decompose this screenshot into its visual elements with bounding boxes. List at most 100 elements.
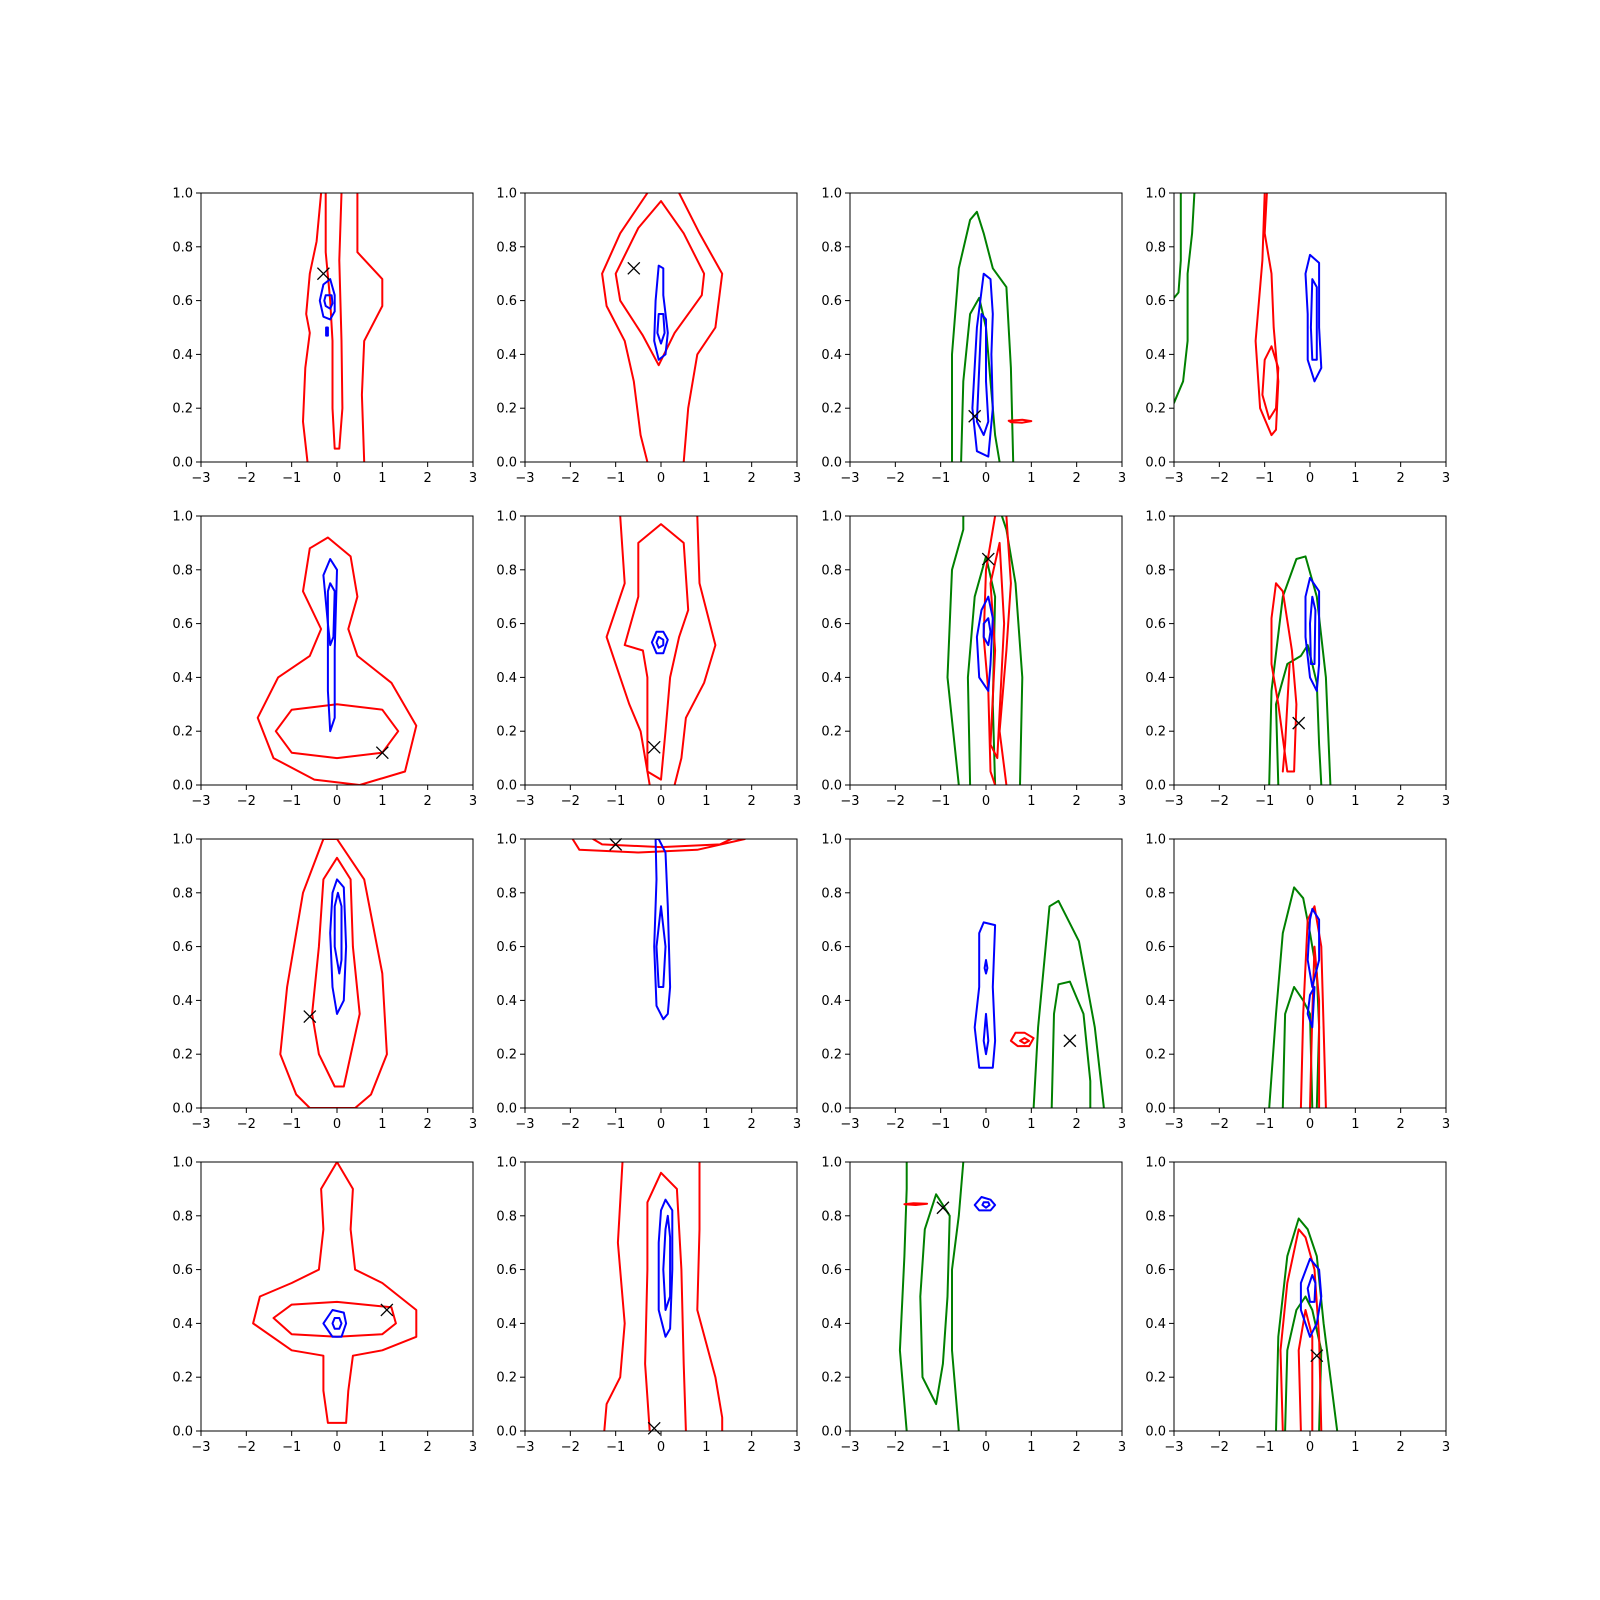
y-tick-label: 0.6 (1145, 294, 1166, 309)
green-contour-line (898, 1162, 908, 1431)
red-contour-line (1270, 582, 1298, 773)
x-tick-label: 0 (982, 471, 990, 486)
green-contour-line (960, 296, 1001, 462)
red-contour-line (1261, 345, 1280, 420)
x-tick-label: −1 (931, 794, 950, 809)
y-tick-label: 0.8 (172, 1209, 193, 1224)
x-tick-label: −1 (606, 471, 625, 486)
y-tick-label: 0.2 (496, 725, 517, 740)
y-tick-label: 0.8 (172, 563, 193, 578)
x-tick-label: 2 (748, 471, 756, 486)
y-tick-label: 0.2 (172, 725, 193, 740)
x-tick-label: −2 (886, 471, 905, 486)
blue-contour-line (657, 1198, 674, 1338)
y-tick-label: 0.2 (821, 1371, 842, 1386)
y-tick-label: 1.0 (496, 187, 517, 202)
blue-contour-line (1299, 1257, 1323, 1338)
contour-group (603, 1162, 724, 1431)
y-tick-label: 0.8 (821, 563, 842, 578)
blue-contour-line (1304, 253, 1323, 383)
x-tick-label: 1 (378, 471, 386, 486)
x-tick-label: −2 (237, 1117, 256, 1132)
x-marker (380, 1303, 394, 1317)
x-marker (375, 746, 389, 760)
x-tick-label: 3 (469, 794, 477, 809)
x-tick-label: −3 (840, 471, 859, 486)
y-tick-label: 0.0 (1145, 779, 1166, 794)
x-tick-label: 3 (793, 1117, 801, 1132)
contour-group (1268, 886, 1327, 1108)
red-contour-line (1281, 663, 1291, 773)
contour-group (951, 210, 1033, 462)
x-tick-label: −3 (1164, 1117, 1183, 1132)
x-tick-label: 1 (1027, 471, 1035, 486)
y-tick-label: 0.8 (496, 240, 517, 255)
blue-contour-line (975, 313, 990, 437)
blue-contour-line (983, 959, 989, 975)
blue-contour-line (323, 294, 334, 310)
y-tick-label: 0.0 (172, 456, 193, 471)
y-tick-label: 0.4 (821, 1317, 842, 1332)
x-tick-label: 3 (1118, 1117, 1126, 1132)
x-marker (609, 837, 623, 851)
y-tick-label: 0.4 (821, 994, 842, 1009)
y-tick-label: 0.0 (172, 1102, 193, 1117)
y-tick-label: 0.6 (172, 1263, 193, 1278)
y-tick-label: 0.8 (496, 886, 517, 901)
red-contour-line (356, 193, 384, 462)
y-tick-label: 0.6 (1145, 940, 1166, 955)
x-tick-label: −1 (606, 794, 625, 809)
blue-contour-line (326, 582, 336, 647)
x-tick-label: 1 (378, 794, 386, 809)
green-contour-line (1275, 1217, 1339, 1431)
x-tick-label: 1 (702, 794, 710, 809)
x-tick-label: 0 (333, 1440, 341, 1455)
y-tick-label: 0.0 (496, 1102, 517, 1117)
axes-frame (524, 838, 798, 1109)
red-contour-line (601, 193, 649, 462)
x-tick-label: −2 (1210, 794, 1229, 809)
x-tick-label: 2 (1397, 1117, 1405, 1132)
red-contour-line (605, 516, 651, 785)
x-tick-label: 3 (469, 1440, 477, 1455)
y-tick-label: 1.0 (821, 187, 842, 202)
red-contour-line (311, 856, 361, 1088)
x-tick-label: 0 (1306, 471, 1314, 486)
red-contour-line (571, 839, 746, 854)
y-tick-label: 0.8 (172, 886, 193, 901)
x-tick-label: −3 (840, 1440, 859, 1455)
red-contour-line (324, 193, 344, 450)
red-contour-line (252, 1162, 418, 1424)
x-tick-label: 2 (424, 471, 432, 486)
y-tick-label: 0.8 (821, 240, 842, 255)
x-tick-label: 0 (1306, 1117, 1314, 1132)
red-contour-line (603, 1162, 626, 1431)
y-tick-label: 0.4 (1145, 994, 1166, 1009)
x-tick-label: 1 (1351, 794, 1359, 809)
x-marker (647, 1421, 661, 1435)
x-marker (1292, 716, 1306, 730)
x-tick-label: 0 (333, 794, 341, 809)
x-tick-label: −2 (561, 794, 580, 809)
y-tick-label: 1.0 (496, 833, 517, 848)
x-tick-label: 3 (793, 794, 801, 809)
axes-frame (200, 515, 474, 786)
y-tick-label: 1.0 (172, 833, 193, 848)
y-tick-label: 0.4 (172, 994, 193, 1009)
red-contour-line (1019, 1037, 1031, 1045)
panel-2: −3 −2 −1 0 1 2 3 0.0 0.2 0.4 0.6 0.8 1.0 (496, 187, 801, 487)
x-tick-label: −1 (1255, 1117, 1274, 1132)
x-tick-label: −3 (515, 1117, 534, 1132)
y-tick-label: 0.6 (1145, 617, 1166, 632)
x-tick-label: 2 (1073, 1440, 1081, 1455)
y-tick-label: 0.6 (496, 294, 517, 309)
x-tick-label: 1 (1027, 1440, 1035, 1455)
green-contour-line (919, 1193, 951, 1406)
y-tick-label: 0.6 (172, 617, 193, 632)
x-tick-label: −2 (561, 1117, 580, 1132)
x-marker (981, 552, 995, 566)
blue-contour-line (325, 326, 329, 337)
blue-contour-line (318, 278, 336, 321)
x-marker (627, 261, 641, 275)
x-tick-label: 1 (1027, 794, 1035, 809)
